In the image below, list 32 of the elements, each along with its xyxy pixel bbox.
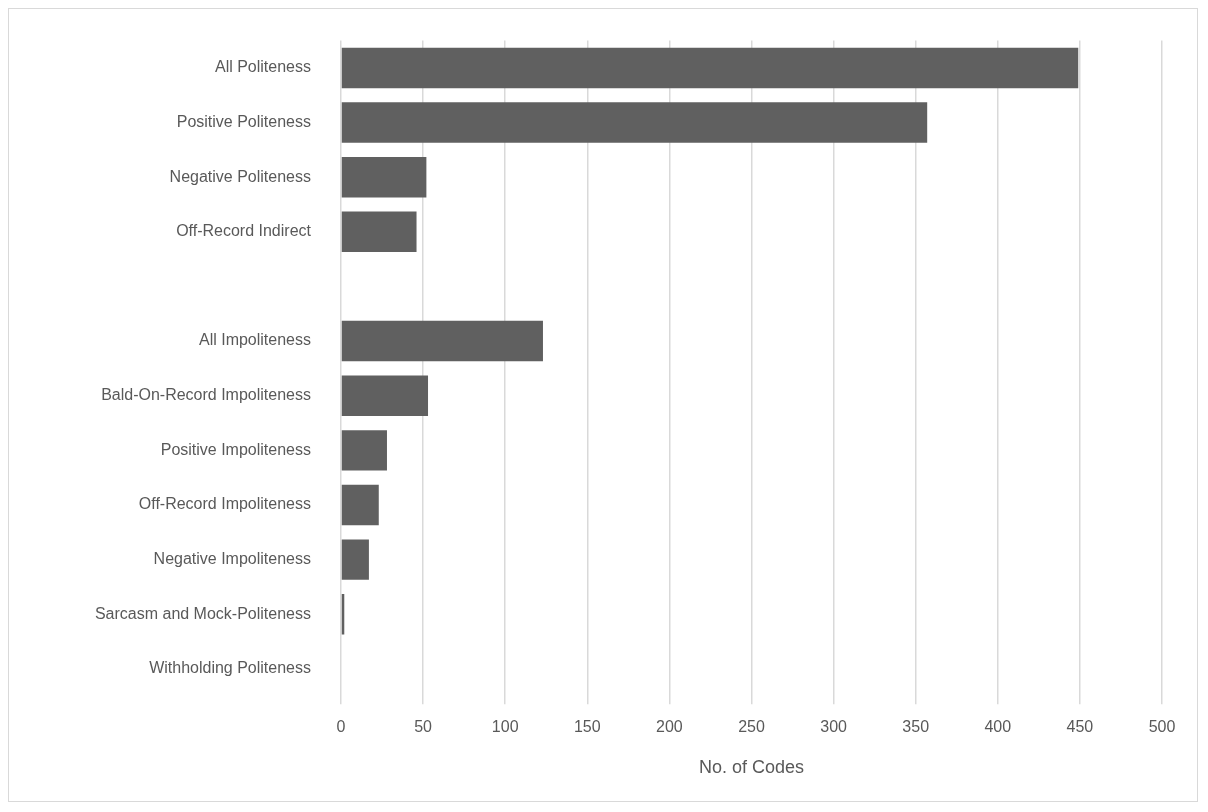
x-tick-label: 100: [491, 718, 519, 736]
y-tick-label: Negative Impoliteness: [153, 550, 311, 568]
bar: [341, 211, 417, 253]
x-tick-label: 450: [1066, 718, 1094, 736]
y-tick-label: Bald-On-Record Impoliteness: [101, 386, 311, 404]
bar: [341, 156, 427, 198]
x-tick-label: 300: [820, 718, 848, 736]
bar: [341, 484, 379, 526]
y-tick-label: Off-Record Impoliteness: [138, 495, 311, 513]
y-tick-label: Sarcasm and Mock-Politeness: [94, 604, 311, 622]
y-tick-label: All Impoliteness: [198, 331, 311, 349]
y-tick-label: Negative Politeness: [169, 167, 311, 185]
x-axis-title: No. of Codes: [698, 757, 805, 778]
x-tick-label: 200: [656, 718, 683, 736]
x-tick-label: 250: [738, 718, 765, 736]
x-tick-label: 400: [984, 718, 1012, 736]
y-tick-label: All Politeness: [214, 58, 311, 76]
x-tick-label: 150: [573, 718, 601, 736]
bar: [341, 102, 928, 143]
bar: [341, 375, 429, 416]
bar: [341, 320, 543, 362]
y-tick-label: Positive Politeness: [176, 112, 311, 130]
bar: [341, 539, 369, 580]
x-tick-label: 50: [414, 718, 433, 736]
bar: [341, 47, 1079, 89]
y-tick-label: Positive Impoliteness: [160, 440, 311, 458]
x-tick-label: 350: [902, 718, 930, 736]
y-tick-label: Off-Record Indirect: [176, 222, 312, 240]
x-tick-label: 0: [336, 718, 346, 736]
x-tick-label: 500: [1148, 718, 1176, 736]
bar: [341, 430, 387, 471]
y-tick-label: Withholding Politeness: [149, 659, 311, 677]
